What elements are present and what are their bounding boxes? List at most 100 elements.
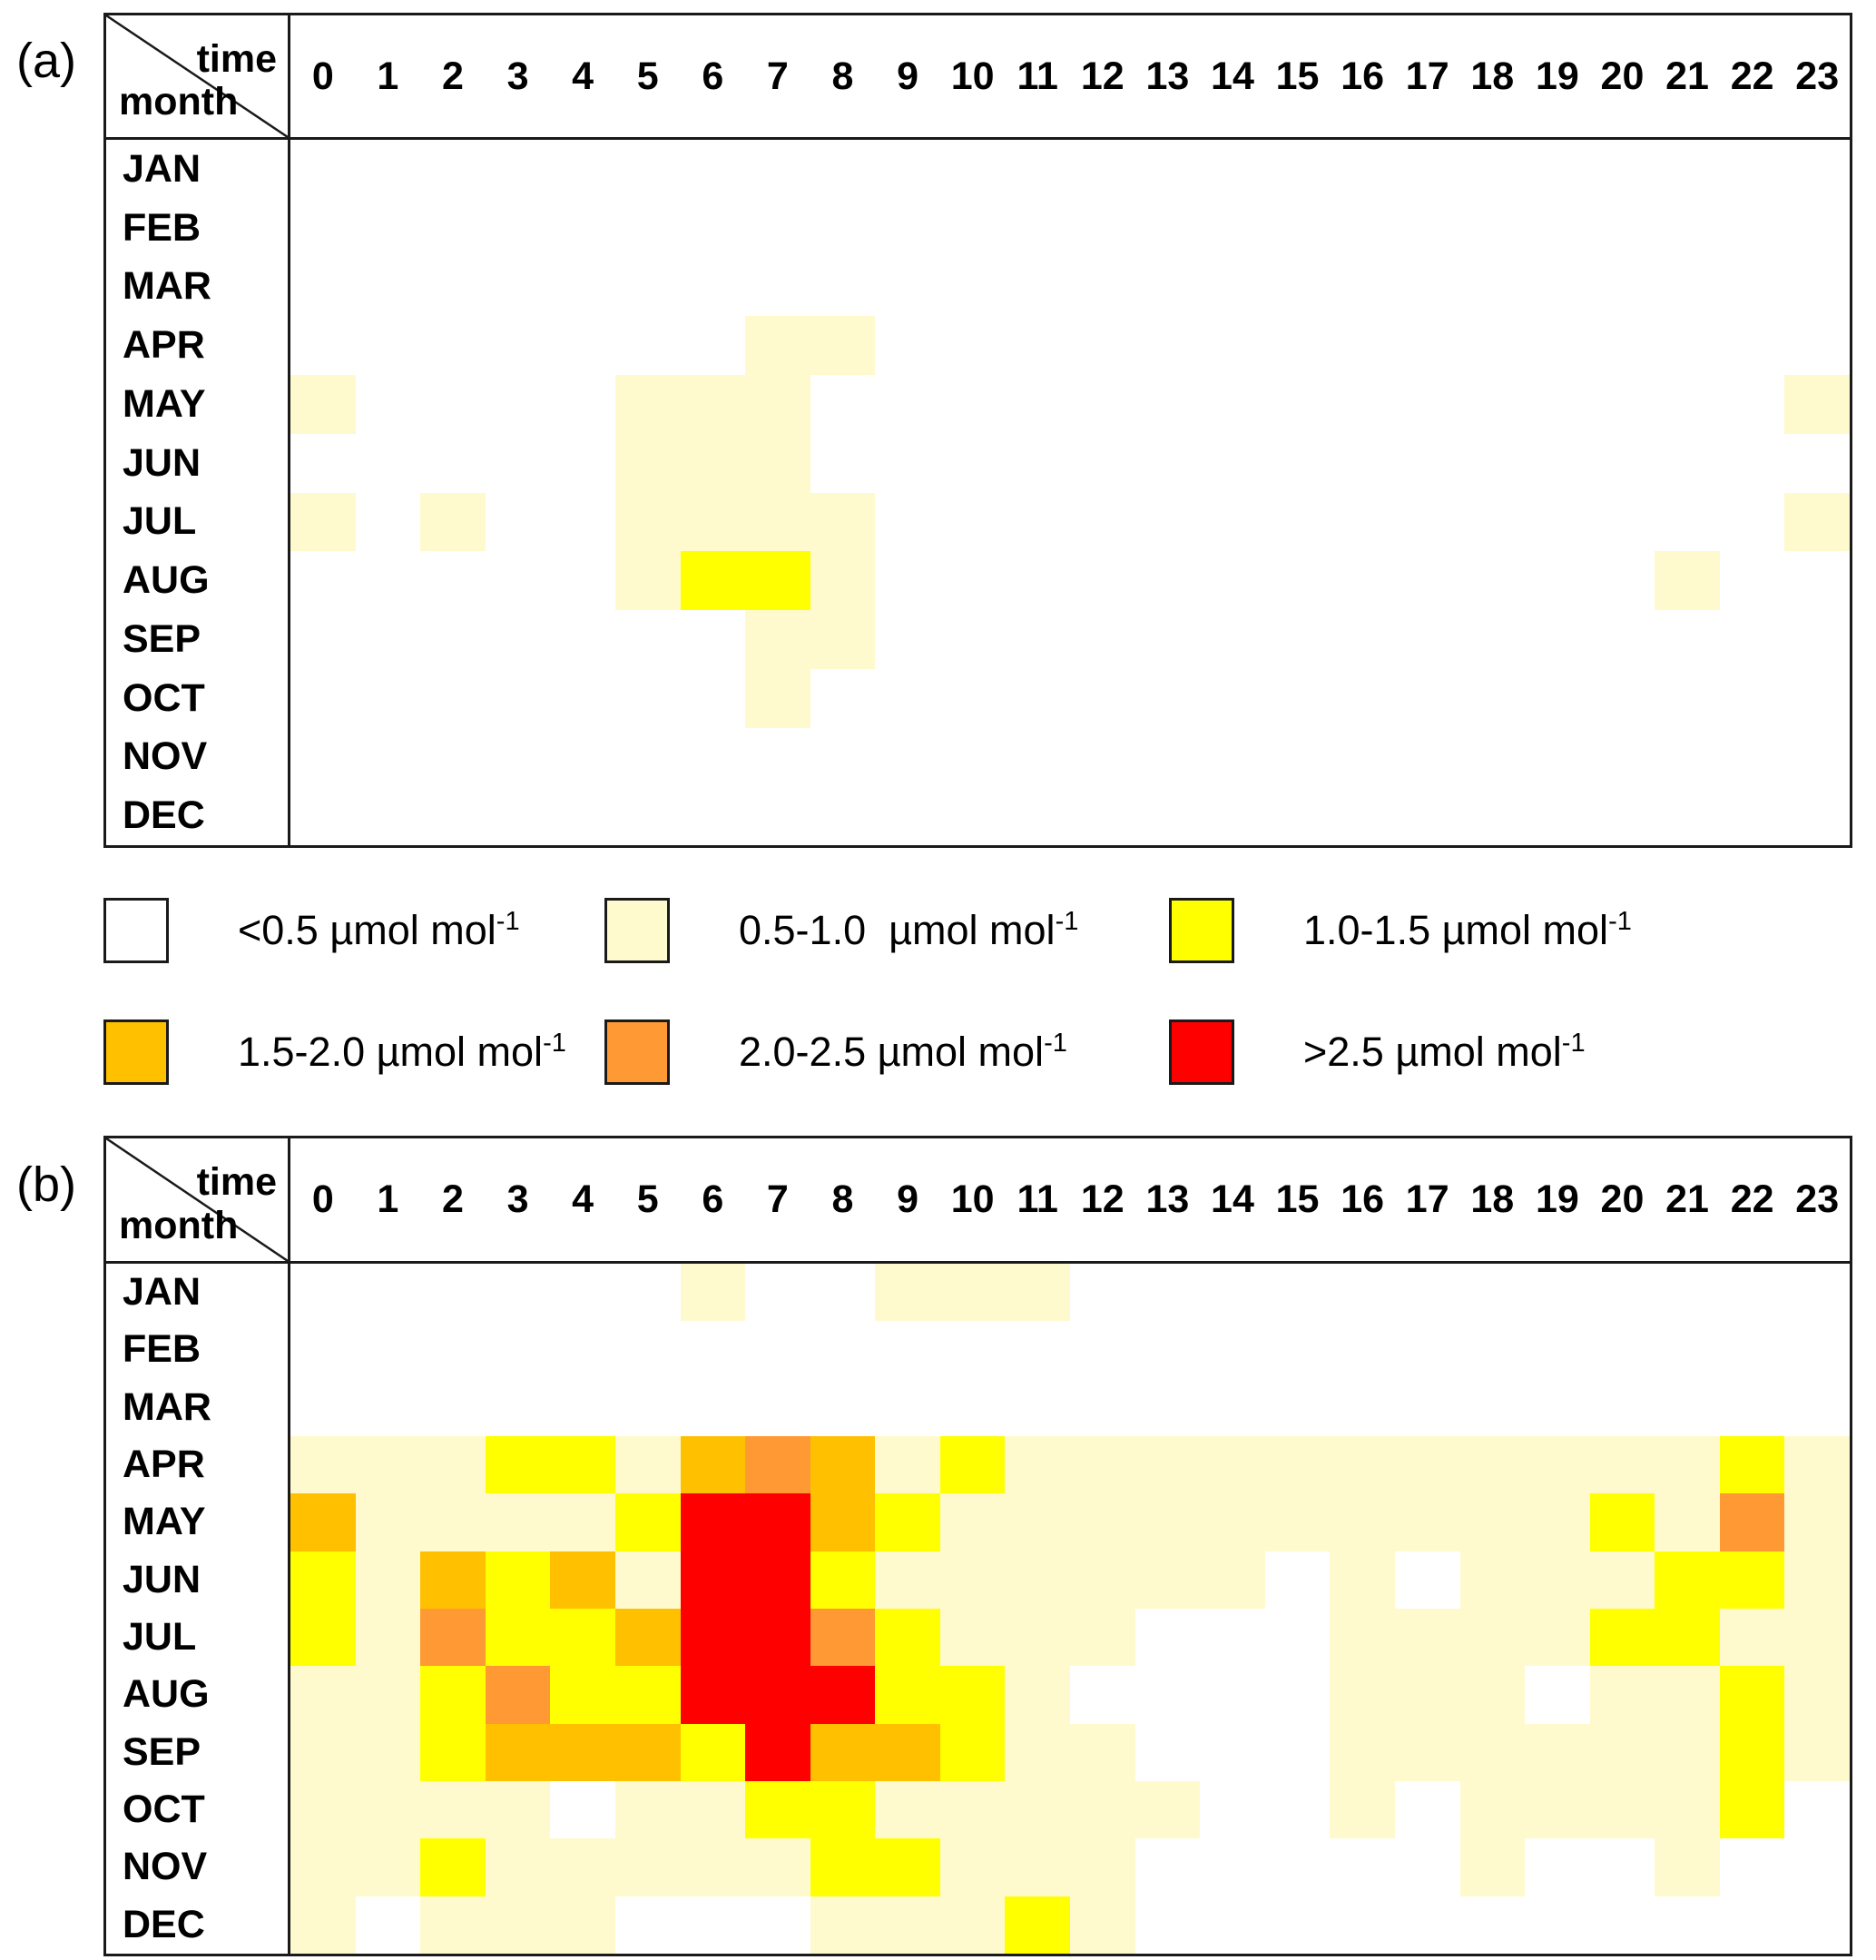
heatmap-cell xyxy=(680,1896,746,1954)
heatmap-cell xyxy=(745,257,810,317)
heatmap-cell xyxy=(420,375,486,434)
heatmap-cell xyxy=(1134,668,1201,728)
heatmap-cell xyxy=(745,1780,810,1839)
heatmap-cell xyxy=(745,1378,810,1436)
month-label: JUN xyxy=(106,433,290,493)
heatmap-cell xyxy=(1459,727,1526,787)
heatmap-cell xyxy=(1330,786,1395,845)
corner-diagonal-line xyxy=(106,1138,288,1261)
heatmap-cell xyxy=(420,1435,486,1494)
heatmap-cell xyxy=(355,1435,421,1494)
heatmap-cell xyxy=(1200,551,1265,610)
heatmap-cell xyxy=(420,1608,486,1667)
heatmap-cell xyxy=(1070,492,1135,552)
heatmap-cell xyxy=(1264,727,1331,787)
heatmap-cell xyxy=(875,140,940,199)
hour-label: 22 xyxy=(1719,15,1785,140)
heatmap-cell xyxy=(1070,1264,1135,1322)
heatmap-cell xyxy=(1134,1551,1201,1609)
heatmap-cell xyxy=(1784,1493,1850,1551)
heatmap-cell xyxy=(1655,492,1720,552)
heatmap-cell xyxy=(1264,375,1331,434)
heatmap-cell xyxy=(1719,727,1785,787)
heatmap-cell xyxy=(614,316,681,375)
month-label: FEB xyxy=(106,1321,290,1379)
heatmap-cell xyxy=(1784,1780,1850,1839)
heatmap-cell xyxy=(939,1723,1006,1781)
heatmap-cell xyxy=(1134,1378,1201,1436)
heatmap-cell xyxy=(1200,492,1265,552)
heatmap-cell xyxy=(939,316,1006,375)
heatmap-cell xyxy=(1784,1838,1850,1896)
heatmap-cell xyxy=(1200,1608,1265,1667)
heatmap-cell xyxy=(680,492,746,552)
heatmap-cell xyxy=(1655,1493,1720,1551)
heatmap-cell xyxy=(1459,257,1526,317)
heatmap-cell xyxy=(1719,198,1785,258)
heatmap-cell xyxy=(1459,1493,1526,1551)
heatmap-cell xyxy=(290,1493,356,1551)
heatmap-cell xyxy=(1459,1838,1526,1896)
legend-label-superscript: -1 xyxy=(543,1029,566,1058)
heatmap-cell xyxy=(614,551,681,610)
month-label: AUG xyxy=(106,551,290,610)
heatmap-cell xyxy=(939,1493,1006,1551)
heatmap-cell xyxy=(1330,551,1395,610)
heatmap-cell xyxy=(1525,1780,1590,1839)
month-label: JUL xyxy=(106,492,290,552)
heatmap-cell xyxy=(1134,1493,1201,1551)
heatmap-cell xyxy=(290,1435,356,1494)
hour-label: 17 xyxy=(1394,1138,1460,1264)
heatmap-cell xyxy=(485,1321,551,1379)
heatmap-cell xyxy=(1719,1321,1785,1379)
heatmap-cell xyxy=(1330,668,1395,728)
heatmap-cell xyxy=(1134,140,1201,199)
heatmap-cell xyxy=(485,375,551,434)
heatmap-cell xyxy=(1134,1723,1201,1781)
heatmap-cell xyxy=(1330,1551,1395,1609)
month-label: NOV xyxy=(106,1838,290,1896)
heatmap-cell xyxy=(355,1378,421,1436)
legend-label-superscript: -1 xyxy=(496,907,520,936)
heatmap-cell xyxy=(614,610,681,669)
heatmap-cell xyxy=(1264,1435,1331,1494)
heatmap-cell xyxy=(939,786,1006,845)
heatmap-cell xyxy=(550,1551,615,1609)
heatmap-cell xyxy=(680,1780,746,1839)
heatmap-cell xyxy=(290,551,356,610)
month-label: MAY xyxy=(106,1493,290,1551)
month-axis-label: month xyxy=(119,1204,239,1247)
heatmap-cell xyxy=(1264,1493,1331,1551)
heatmap-cell xyxy=(1005,492,1070,552)
legend-label-superscript: -1 xyxy=(1055,907,1079,936)
heatmap-cell xyxy=(1525,1321,1590,1379)
heatmap-cell xyxy=(1134,198,1201,258)
heatmap-cell xyxy=(1784,786,1850,845)
heatmap-cell xyxy=(1200,140,1265,199)
heatmap-cell xyxy=(550,1838,615,1896)
heatmap-cell xyxy=(1459,198,1526,258)
heatmap-cell xyxy=(810,1378,876,1436)
heatmap-cell xyxy=(614,1551,681,1609)
heatmap-cell xyxy=(290,610,356,669)
heatmap-cell xyxy=(290,1551,356,1609)
heatmap-cell xyxy=(290,1838,356,1896)
heatmap-cell xyxy=(810,1896,876,1954)
heatmap-cell xyxy=(745,140,810,199)
heatmap-cell xyxy=(1655,1435,1720,1494)
heatmap-cell xyxy=(810,1838,876,1896)
heatmap-cell xyxy=(355,1666,421,1724)
time-axis-label: time xyxy=(196,37,277,81)
heatmap-cell xyxy=(550,1264,615,1322)
heatmap-cell xyxy=(550,433,615,493)
heatmap-cell xyxy=(1070,257,1135,317)
heatmap-cell xyxy=(1784,1551,1850,1609)
heatmap-cell xyxy=(1005,1608,1070,1667)
heatmap-cell xyxy=(1070,1666,1135,1724)
heatmap-cell xyxy=(1005,375,1070,434)
heatmap-cell xyxy=(1070,1838,1135,1896)
heatmap-cell xyxy=(875,727,940,787)
hour-label: 3 xyxy=(485,1138,551,1264)
heatmap-cell xyxy=(1394,668,1460,728)
heatmap-cell xyxy=(420,492,486,552)
